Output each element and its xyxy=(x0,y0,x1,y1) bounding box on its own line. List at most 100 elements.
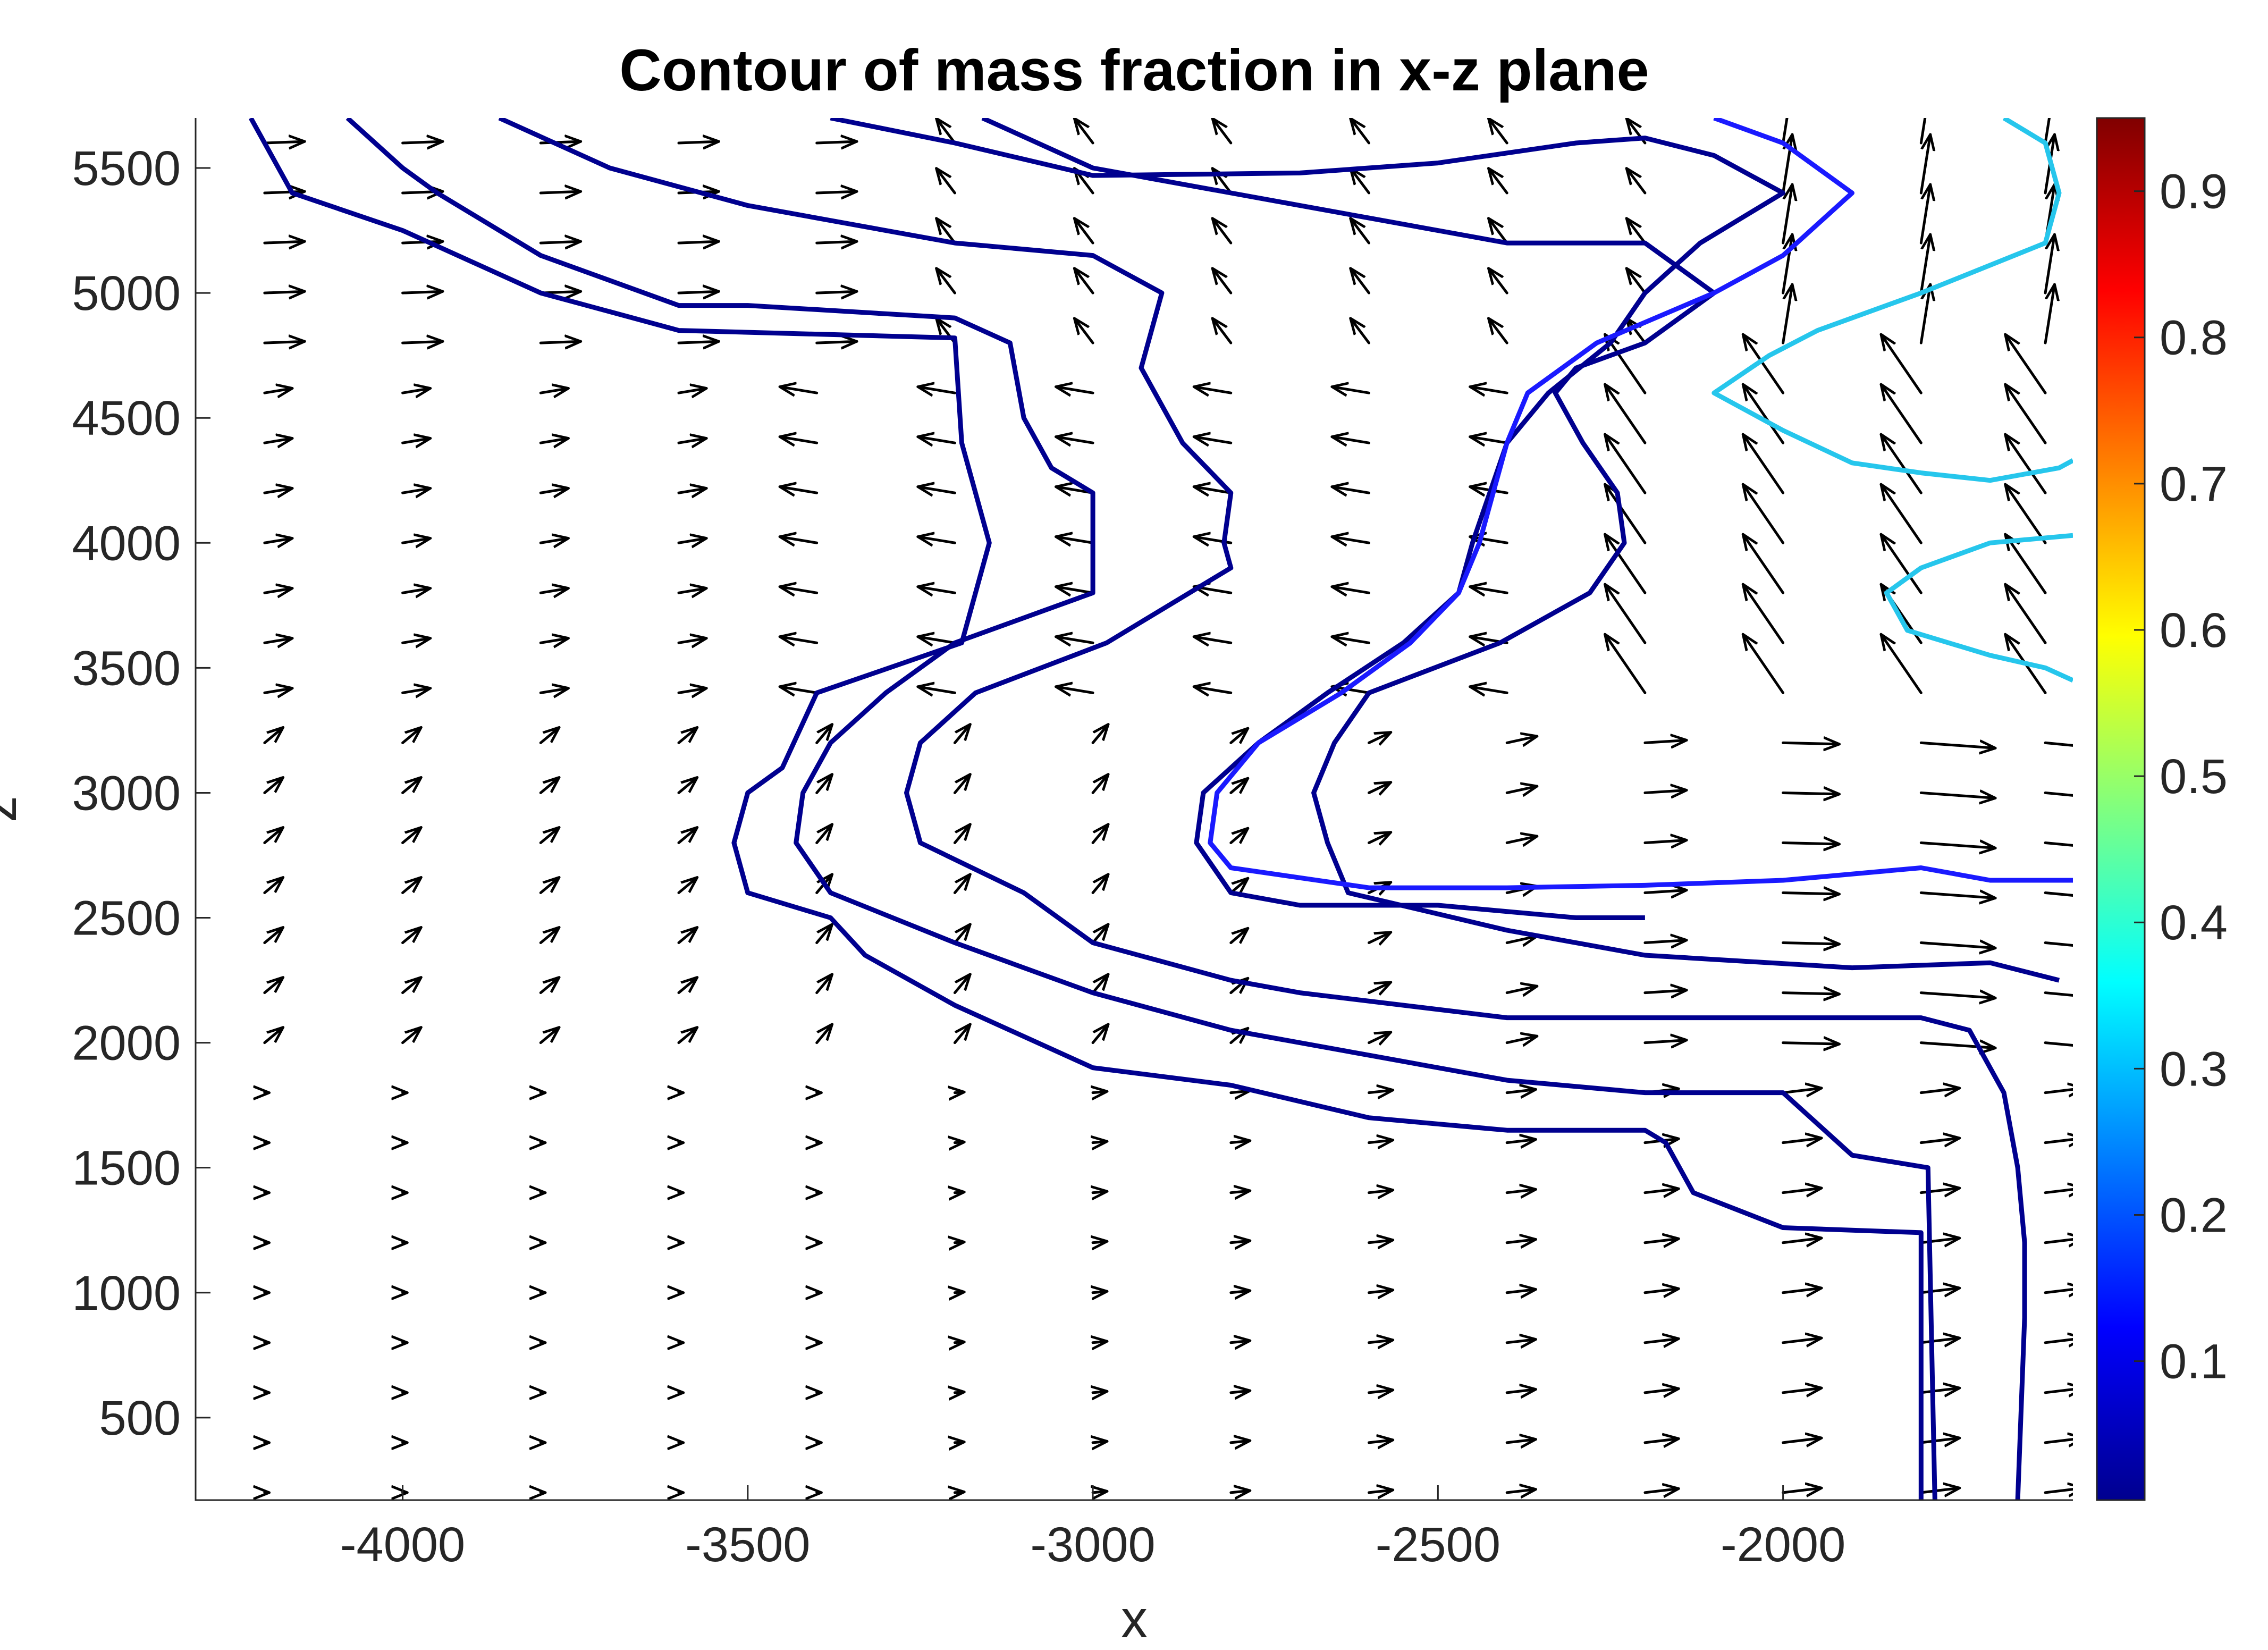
velocity-vector xyxy=(1919,1388,1961,1393)
velocity-vector xyxy=(1782,1338,1823,1343)
colorbar-tick-label: 0.4 xyxy=(2160,896,2228,950)
velocity-vector xyxy=(1919,743,1997,748)
velocity-vector xyxy=(1368,1390,1395,1393)
x-axis-label: x xyxy=(1121,1589,1148,1649)
contour-line xyxy=(1208,118,2073,890)
velocity-vector xyxy=(401,928,421,945)
velocity-vector xyxy=(778,437,819,443)
velocity-vector xyxy=(1229,778,1248,794)
velocity-vector xyxy=(677,291,720,293)
x-tick-label: -3500 xyxy=(685,1518,810,1572)
velocity-vector xyxy=(1093,1341,1109,1342)
velocity-vector xyxy=(953,1024,970,1045)
velocity-vector xyxy=(677,141,720,143)
velocity-vector xyxy=(1782,1288,1823,1293)
velocity-vector xyxy=(1488,218,1508,245)
velocity-vector xyxy=(937,268,956,294)
velocity-vector xyxy=(815,191,858,193)
velocity-vector xyxy=(677,827,697,844)
velocity-vector xyxy=(263,978,283,995)
plot-axes xyxy=(195,118,2073,1501)
velocity-vector xyxy=(677,727,697,744)
y-tick-label: 3000 xyxy=(72,766,181,820)
velocity-vector xyxy=(539,588,570,593)
velocity-vector xyxy=(1782,1388,1823,1393)
colorbar-tick-label: 0.7 xyxy=(2160,457,2228,511)
mass-fraction-contours xyxy=(248,118,2073,1500)
velocity-vector xyxy=(1505,736,1537,743)
velocity-vector xyxy=(263,341,306,343)
velocity-vector xyxy=(1351,268,1370,294)
velocity-vector xyxy=(1351,218,1370,245)
velocity-vector xyxy=(401,291,444,293)
x-tick-label: -2500 xyxy=(1376,1518,1500,1572)
velocity-vector xyxy=(1192,487,1233,493)
velocity-vector xyxy=(1782,1488,1823,1493)
velocity-vector xyxy=(1212,118,1233,145)
velocity-vector xyxy=(1229,1391,1252,1393)
velocity-vector xyxy=(1368,1290,1395,1293)
velocity-vector xyxy=(1782,283,1792,344)
velocity-vector xyxy=(401,1028,421,1045)
velocity-vector xyxy=(539,141,583,143)
velocity-vector xyxy=(2044,1338,2073,1343)
velocity-vector xyxy=(953,775,970,794)
velocity-vector xyxy=(778,687,819,693)
velocity-vector xyxy=(263,638,294,643)
velocity-vector xyxy=(1229,878,1248,895)
velocity-vector xyxy=(1229,1291,1252,1293)
velocity-vector xyxy=(677,341,720,343)
velocity-vector xyxy=(401,141,444,143)
velocity-vector xyxy=(2044,841,2073,847)
velocity-vector xyxy=(539,439,570,443)
velocity-vector xyxy=(1488,268,1508,294)
x-tick-label: -4000 xyxy=(340,1518,465,1572)
velocity-vector xyxy=(1919,893,1997,898)
velocity-vector xyxy=(2044,1088,2073,1093)
velocity-vector xyxy=(1093,1391,1109,1392)
velocity-vector xyxy=(955,1292,966,1293)
velocity-vector xyxy=(1054,437,1094,443)
velocity-vector xyxy=(401,777,421,794)
velocity-vector xyxy=(1919,133,1930,195)
colorbar-tick-label: 0.9 xyxy=(2160,165,2228,219)
velocity-vector xyxy=(1919,1338,1961,1343)
velocity-vector xyxy=(1469,387,1508,393)
velocity-vector xyxy=(1368,1090,1395,1093)
y-tick-label: 5500 xyxy=(72,141,181,196)
velocity-vector xyxy=(539,827,559,844)
velocity-vector xyxy=(1643,1388,1680,1392)
velocity-vector xyxy=(1074,218,1094,245)
contour-line xyxy=(830,118,1786,920)
velocity-vector xyxy=(815,241,858,243)
velocity-vector xyxy=(1330,437,1370,443)
y-tick-label: 1000 xyxy=(72,1266,181,1320)
velocity-vector xyxy=(401,688,432,693)
velocity-vector xyxy=(1368,1190,1395,1193)
contour-line xyxy=(981,118,2060,983)
velocity-vector xyxy=(1881,434,1923,494)
velocity-vector xyxy=(1093,1141,1109,1142)
velocity-vector xyxy=(2005,334,2047,394)
velocity-vector xyxy=(1919,1438,1961,1443)
velocity-vector xyxy=(1093,1241,1109,1242)
velocity-vector xyxy=(2044,1438,2073,1443)
velocity-vector xyxy=(1488,118,1508,145)
velocity-vector xyxy=(1743,434,1785,494)
x-axis-ticks: -4000 -3500 -3000 -2500 -2000 xyxy=(340,1485,1845,1572)
velocity-vector xyxy=(1919,1088,1961,1093)
velocity-vector xyxy=(1330,387,1370,393)
velocity-vector xyxy=(815,291,858,293)
velocity-vector xyxy=(2044,991,2073,997)
velocity-vector xyxy=(1351,118,1370,145)
velocity-vector xyxy=(2005,534,2047,594)
velocity-vector xyxy=(1192,687,1233,693)
velocity-vector xyxy=(263,538,294,543)
velocity-vector xyxy=(1229,728,1248,744)
velocity-vector xyxy=(539,1028,559,1045)
velocity-vector xyxy=(539,341,583,343)
velocity-vector xyxy=(263,1028,283,1045)
velocity-vector xyxy=(1919,993,1997,998)
velocity-vector xyxy=(1743,534,1785,594)
velocity-vector xyxy=(677,928,697,945)
